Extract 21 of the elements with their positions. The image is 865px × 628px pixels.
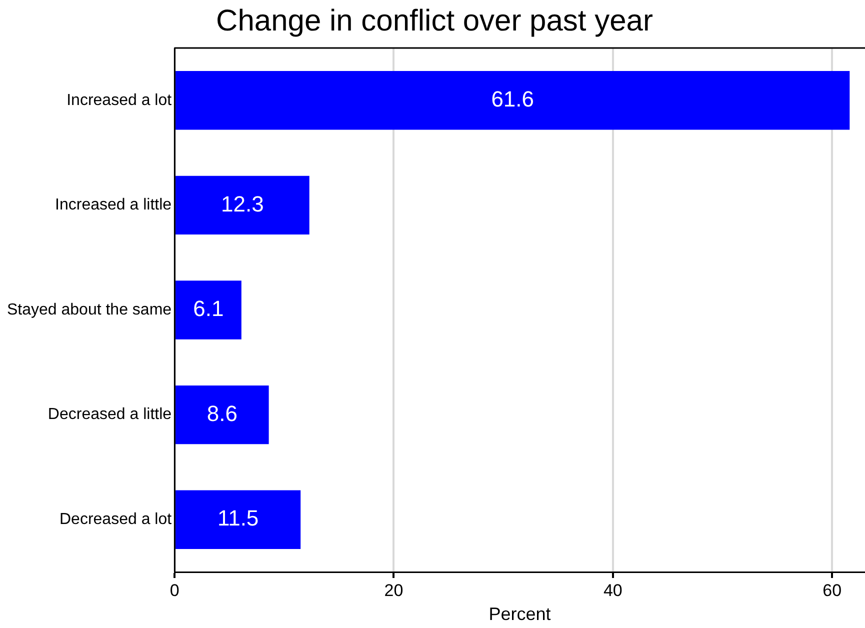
bar [176,280,242,340]
data-label: 11.5 [217,506,259,531]
x-tick-label: 20 [384,580,404,600]
data-label: 6.1 [193,296,224,322]
x-tick-label: 60 [822,580,842,600]
bar [176,385,269,444]
bar [176,71,850,130]
y-tick-label: Increased a lot [66,92,172,109]
data-label: 8.6 [206,400,238,426]
x-tick-label: 40 [603,580,622,600]
data-label: 12.3 [221,191,264,216]
y-tick-label: Stayed about the same [6,301,172,318]
bar [176,176,310,235]
y-tick-label: Decreased a little [48,406,172,424]
x-axis-title: Percent [488,604,551,624]
bar [176,490,301,549]
y-tick-label: Decreased a lot [59,511,172,528]
x-tick-label: 0 [170,580,180,600]
y-tick-label: Increased a little [55,196,172,214]
data-label: 61.6 [491,86,534,112]
chart-title: Change in conflict over past year [216,4,653,38]
